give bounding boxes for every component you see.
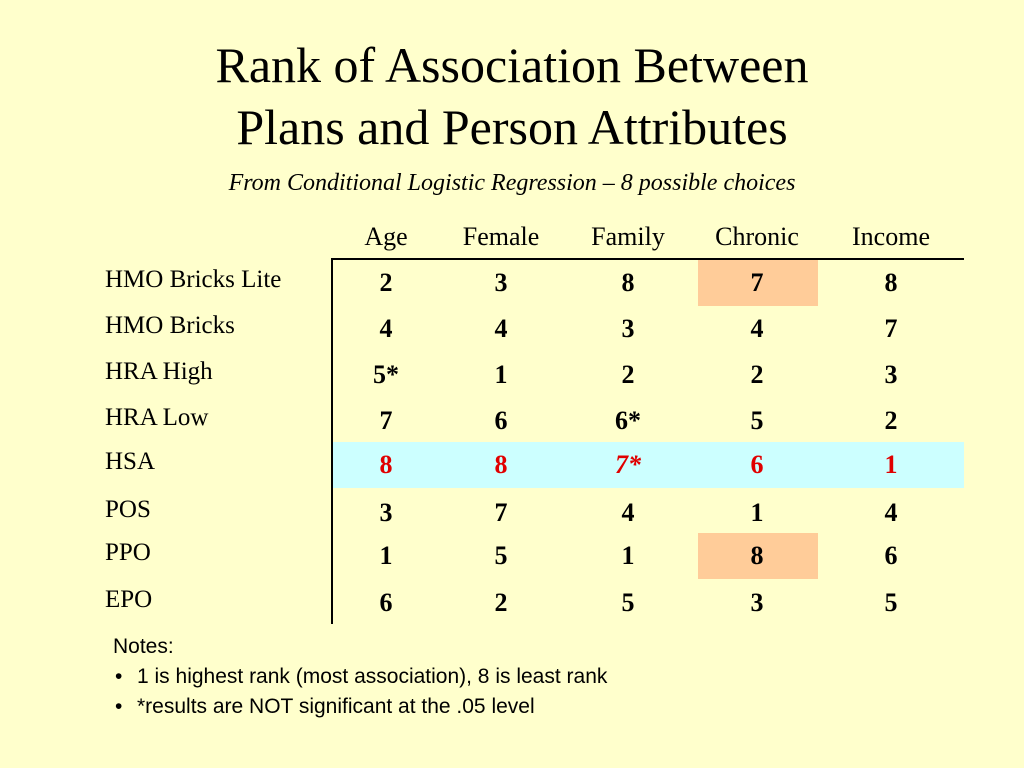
table-cell: 8	[379, 450, 393, 479]
table-label-divider	[331, 258, 333, 624]
table-cell: 1	[379, 541, 393, 570]
table-row: HMO Bricks Lite 2 3 8 7 8	[0, 260, 1024, 306]
table-row: EPO 6 2 5 3 5	[0, 580, 1024, 626]
row-label: POS	[105, 496, 151, 523]
table-cell: 2	[750, 360, 764, 389]
table-cell: 6	[750, 450, 764, 479]
table-row: POS 3 7 4 1 4	[0, 490, 1024, 536]
table-cell: 8	[621, 268, 635, 297]
table-cell: 5*	[373, 360, 399, 389]
column-header-family: Family	[591, 222, 665, 251]
table-header-divider	[332, 258, 964, 260]
table-cell: 8	[494, 450, 508, 479]
note-text: *results are NOT significant at the .05 …	[137, 695, 535, 718]
table-cell: 2	[621, 360, 635, 389]
table-cell: 7*	[615, 450, 641, 479]
title-line-2: Plans and Person Attributes	[236, 99, 788, 155]
table-cell: 6	[884, 541, 898, 570]
note-item: • 1 is highest rank (most association), 8…	[113, 662, 607, 692]
bullet-glyph: •	[115, 695, 123, 718]
table-cell: 8	[884, 268, 898, 297]
table-cell: 4	[494, 314, 508, 343]
row-label: EPO	[105, 586, 153, 613]
table-cell: 6	[494, 406, 508, 435]
table-cell: 2	[494, 588, 508, 617]
table-cell: 4	[884, 498, 898, 527]
table-cell: 4	[750, 314, 764, 343]
table-cell: 1	[494, 360, 508, 389]
row-label: HRA Low	[105, 404, 209, 431]
table-cell: 4	[621, 498, 635, 527]
table-row: HRA Low 7 6 6* 5 2	[0, 398, 1024, 444]
table-cell: 3	[884, 360, 898, 389]
table-row: HMO Bricks 4 4 3 4 7	[0, 306, 1024, 352]
table-cell: 5	[884, 588, 898, 617]
column-header-chronic: Chronic	[715, 222, 799, 251]
notes-heading: Notes:	[113, 635, 174, 658]
table-cell: 5	[750, 406, 764, 435]
row-label: HRA High	[105, 358, 213, 385]
table-cell: 2	[884, 406, 898, 435]
row-highlight-band	[333, 442, 964, 488]
row-label: HMO Bricks Lite	[105, 266, 282, 293]
table-cell: 6	[379, 588, 393, 617]
table-cell: 8	[750, 541, 764, 570]
table-cell: 3	[621, 314, 635, 343]
table-cell: 4	[379, 314, 393, 343]
table-cell: 2	[379, 268, 393, 297]
table-cell: 7	[750, 268, 764, 297]
table-cell: 1	[621, 541, 635, 570]
table-cell: 3	[494, 268, 508, 297]
column-header-age: Age	[364, 222, 408, 251]
slide-title: Rank of Association Between Plans and Pe…	[0, 34, 1024, 158]
table-cell: 3	[379, 498, 393, 527]
highlighted-cell	[698, 260, 818, 306]
row-label: HSA	[105, 448, 156, 475]
table-cell: 3	[750, 588, 764, 617]
note-text: 1 is highest rank (most association), 8 …	[137, 665, 608, 688]
notes-section: Notes: • 1 is highest rank (most associat…	[113, 632, 607, 722]
column-header-income: Income	[852, 222, 930, 251]
bullet-glyph: •	[115, 665, 123, 688]
table-row-highlighted: HSA 8 8 7* 6 1	[0, 442, 1024, 488]
slide-subtitle: From Conditional Logistic Regression – 8…	[228, 170, 796, 196]
table-cell: 7	[884, 314, 898, 343]
column-header-female: Female	[462, 222, 540, 251]
table-cell: 7	[494, 498, 508, 527]
table-cell: 5	[621, 588, 635, 617]
table-cell: 7	[379, 406, 393, 435]
table-cell: 5	[494, 541, 508, 570]
highlighted-cell	[698, 533, 818, 579]
table-header-row: Age Female Family Chronic Income	[0, 222, 1024, 256]
table-cell: 6*	[615, 406, 641, 435]
table-row: PPO 1 5 1 8 6	[0, 533, 1024, 579]
table-row: HRA High 5* 1 2 2 3	[0, 352, 1024, 398]
note-item: • *results are NOT significant at the .05…	[113, 692, 607, 722]
table-cell: 1	[750, 498, 764, 527]
row-label: PPO	[105, 539, 151, 566]
row-label: HMO Bricks	[105, 312, 235, 339]
title-line-1: Rank of Association Between	[215, 37, 809, 93]
table-cell: 1	[884, 450, 898, 479]
